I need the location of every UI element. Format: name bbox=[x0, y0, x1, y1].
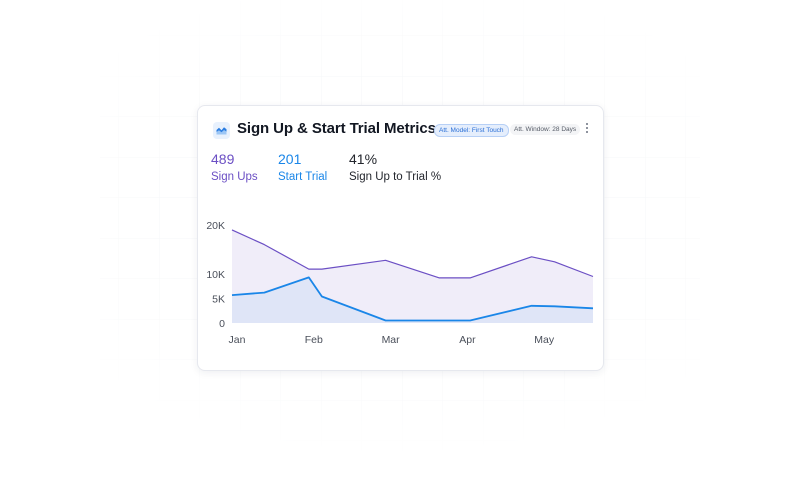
x-tick-label: May bbox=[534, 334, 555, 346]
metric-conversion: 41% Sign Up to Trial % bbox=[349, 151, 441, 183]
metric-label: Sign Ups bbox=[211, 171, 258, 183]
metric-start-trial: 201 Start Trial bbox=[278, 151, 327, 183]
chart-area-icon bbox=[213, 122, 230, 139]
x-tick-label: Apr bbox=[459, 334, 476, 346]
metric-label: Start Trial bbox=[278, 171, 328, 183]
metric-value: 41% bbox=[349, 151, 378, 167]
metric-value: 489 bbox=[211, 151, 235, 167]
series-area-start-trial bbox=[232, 277, 593, 323]
y-tick-label: 10K bbox=[206, 269, 225, 281]
x-tick-label: Mar bbox=[382, 334, 401, 346]
series-line-sign-ups bbox=[231, 229, 594, 279]
attribution-model-badge[interactable]: Att. Model: First Touch bbox=[434, 124, 509, 137]
x-tick-label: Feb bbox=[305, 334, 323, 346]
more-vertical-icon[interactable] bbox=[584, 123, 590, 137]
metric-label: Sign Up to Trial % bbox=[349, 171, 442, 183]
series-area-sign-ups bbox=[232, 229, 593, 323]
card-header: Sign Up & Start Trial Metrics Att. Model… bbox=[198, 106, 603, 152]
y-tick-label: 20K bbox=[206, 220, 225, 232]
y-tick-label: 0 bbox=[219, 318, 225, 330]
metric-sign-ups: 489 Sign Ups bbox=[211, 151, 258, 183]
y-tick-label: 5K bbox=[212, 294, 225, 306]
area-chart: 20K 10K 5K 0 Jan Feb Mar Apr May bbox=[206, 220, 594, 346]
metric-value: 201 bbox=[278, 151, 302, 167]
attribution-window-badge[interactable]: Att. Window: 28 Days bbox=[510, 124, 581, 135]
x-tick-label: Jan bbox=[229, 334, 246, 346]
card-title: Sign Up & Start Trial Metrics bbox=[237, 120, 436, 137]
series-line-start-trial bbox=[231, 276, 594, 322]
metrics-card: Sign Up & Start Trial Metrics Att. Model… bbox=[197, 105, 604, 371]
